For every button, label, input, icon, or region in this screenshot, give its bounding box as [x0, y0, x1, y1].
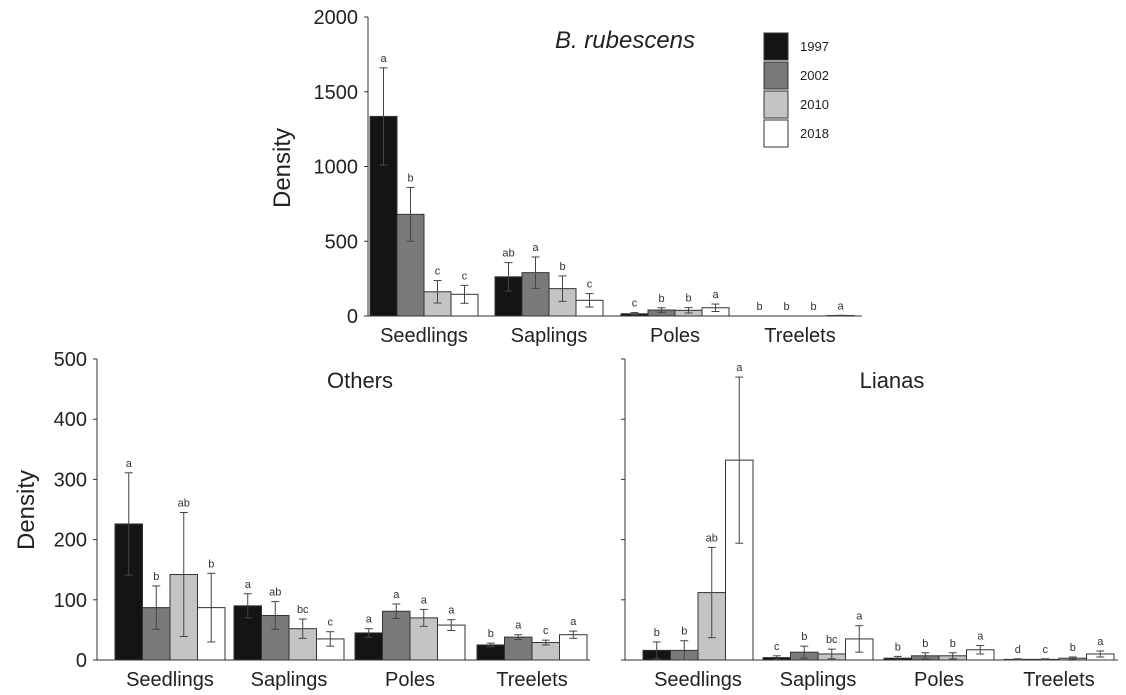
significance-letter: b	[559, 261, 565, 273]
category-label-poles: Poles	[914, 669, 964, 691]
legend-label-1997: 1997	[800, 39, 829, 54]
panel-title: B. rubescens	[555, 27, 695, 54]
category-label-seedlings: Seedlings	[654, 669, 742, 691]
category-label-poles: Poles	[385, 669, 435, 691]
significance-letter: a	[421, 594, 428, 606]
y-tick-label: 1500	[314, 82, 359, 104]
significance-letter: b	[153, 571, 159, 583]
y-tick-label: 400	[54, 409, 87, 431]
significance-letter: c	[1043, 644, 1049, 656]
y-tick-label: 0	[347, 306, 358, 328]
y-tick-label: 2000	[314, 7, 359, 29]
category-label-seedlings: Seedlings	[380, 325, 468, 347]
significance-letter: c	[328, 617, 334, 629]
significance-letter: b	[488, 628, 494, 640]
y-tick-label: 500	[54, 349, 87, 371]
y-tick-label: 200	[54, 530, 87, 552]
significance-letter: c	[774, 641, 780, 653]
significance-letter: a	[712, 289, 719, 301]
significance-letter: c	[435, 266, 441, 278]
category-label-poles: Poles	[650, 325, 700, 347]
panel-title: Others	[327, 368, 393, 393]
significance-letter: c	[587, 279, 593, 291]
significance-letter: b	[1070, 642, 1076, 654]
y-axis-title: Density	[13, 470, 40, 550]
legend-swatch-2018	[763, 119, 789, 148]
legend-swatch-1997	[763, 32, 789, 61]
significance-letter: b	[756, 301, 762, 313]
y-axis-title: Density	[269, 128, 296, 208]
significance-letter: bc	[297, 604, 309, 616]
panel-title: Lianas	[860, 368, 925, 393]
panel-b-rubescens: B. rubescens Density 0500100015002000abc…	[269, 7, 862, 347]
bar-2002-treelets	[504, 636, 533, 661]
significance-letter: b	[658, 293, 664, 305]
category-label-saplings: Saplings	[511, 325, 588, 347]
significance-letter: bc	[826, 634, 838, 646]
significance-letter: c	[462, 270, 468, 282]
significance-letter: b	[922, 638, 928, 650]
bar-2018-treelets	[559, 634, 588, 661]
bar-2002-poles	[382, 610, 411, 661]
significance-letter: ab	[269, 587, 281, 599]
significance-letter: b	[407, 172, 413, 184]
panel-others: Others Density 0100200300400500ababbSeed…	[13, 349, 590, 691]
significance-letter: a	[366, 614, 373, 626]
significance-letter: c	[632, 298, 638, 310]
legend-swatch-2010	[763, 90, 789, 119]
significance-letter: a	[1097, 636, 1104, 648]
significance-letter: ab	[706, 532, 718, 544]
significance-letter: b	[208, 558, 214, 570]
legend-swatch-2002	[763, 61, 789, 90]
legend-label-2002: 2002	[800, 68, 829, 83]
significance-letter: a	[126, 458, 133, 470]
significance-letter: a	[532, 242, 539, 254]
category-label-treelets: Treelets	[496, 669, 568, 691]
significance-letter: b	[895, 641, 901, 653]
significance-letter: b	[685, 293, 691, 305]
significance-letter: c	[543, 625, 549, 637]
significance-letter: a	[977, 631, 984, 643]
significance-letter: b	[681, 626, 687, 638]
significance-letter: ab	[502, 248, 514, 260]
category-label-saplings: Saplings	[251, 669, 328, 691]
significance-letter: b	[810, 301, 816, 313]
y-tick-label: 100	[54, 590, 87, 612]
category-label-treelets: Treelets	[764, 325, 836, 347]
legend-label-2018: 2018	[800, 126, 829, 141]
category-label-treelets: Treelets	[1023, 669, 1095, 691]
significance-letter: ab	[178, 498, 190, 510]
significance-letter: a	[515, 620, 522, 632]
category-label-seedlings: Seedlings	[126, 669, 214, 691]
significance-letter: a	[837, 300, 844, 312]
significance-letter: a	[380, 53, 387, 65]
significance-letter: a	[570, 616, 577, 628]
significance-letter: b	[783, 301, 789, 313]
significance-letter: d	[1015, 644, 1021, 656]
legend: 1997 2002 2010 2018	[763, 32, 829, 148]
significance-letter: b	[654, 627, 660, 639]
category-label-saplings: Saplings	[780, 669, 857, 691]
y-tick-label: 300	[54, 469, 87, 491]
significance-letter: a	[856, 611, 863, 623]
significance-letter: a	[448, 605, 455, 617]
significance-letter: a	[245, 579, 252, 591]
significance-letter: b	[801, 631, 807, 643]
significance-letter: a	[393, 589, 400, 601]
y-tick-label: 500	[325, 231, 358, 253]
y-tick-label: 1000	[314, 157, 359, 179]
significance-letter: b	[950, 638, 956, 650]
significance-letter: a	[736, 362, 743, 374]
legend-label-2010: 2010	[800, 97, 829, 112]
y-tick-label: 0	[76, 650, 87, 672]
